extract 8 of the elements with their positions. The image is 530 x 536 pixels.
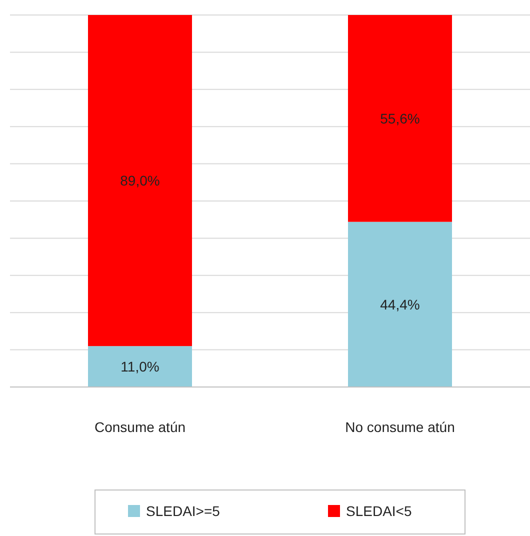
data-label: 44,4% [380, 296, 420, 312]
x-tick-label: Consume atún [94, 419, 186, 435]
legend-label: SLEDAI<5 [346, 502, 412, 519]
data-label: 89,0% [120, 172, 160, 188]
x-tick-label: No consume atún [345, 419, 455, 435]
data-label: 11,0% [120, 358, 160, 374]
legend-label: SLEDAI>=5 [146, 502, 220, 519]
data-label: 55,6% [380, 110, 420, 126]
